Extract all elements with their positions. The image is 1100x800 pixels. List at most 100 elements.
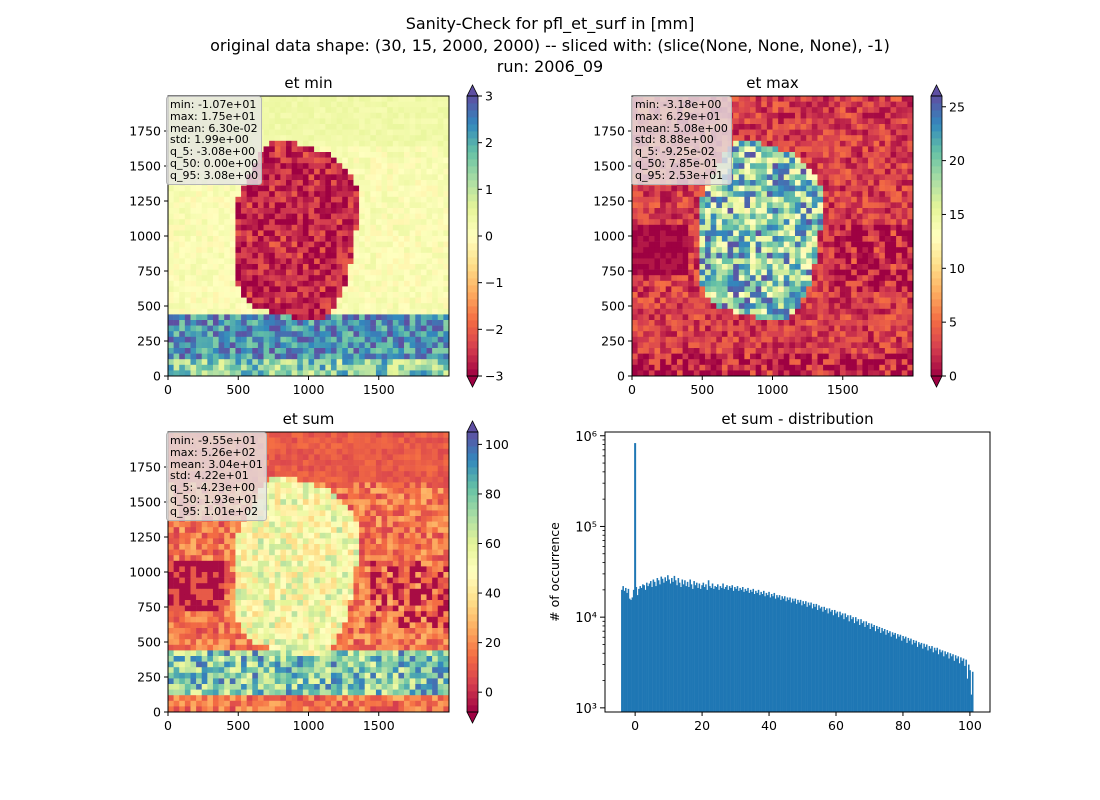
heatmap-cell [744, 152, 751, 158]
heatmap-cell [291, 252, 298, 259]
heatmap-cell [744, 303, 751, 310]
heatmap-cell [862, 342, 869, 349]
heatmap-cell [353, 124, 360, 130]
heatmap-cell [387, 219, 394, 226]
heatmap-cell [811, 292, 818, 298]
heatmap-cell [437, 303, 444, 310]
heatmap-cell [184, 331, 191, 338]
heatmap-cell [319, 135, 326, 142]
heatmap-cell [632, 202, 638, 209]
heatmap-cell [660, 314, 667, 321]
heatmap-cell [744, 297, 751, 304]
heatmap-cell [409, 247, 416, 254]
heatmap-cell [710, 336, 717, 343]
heatmap-cell [688, 336, 695, 343]
heatmap-cell [347, 124, 354, 130]
heatmap-cell [280, 213, 287, 220]
heatmap-cell [246, 252, 253, 259]
heatmap-cell [404, 303, 410, 310]
heatmap-cell [648, 208, 655, 214]
heatmap-cell [398, 180, 405, 186]
heatmap-cell [699, 202, 706, 209]
heatmap-cell [370, 129, 377, 136]
heatmap-cell [196, 348, 203, 354]
heatmap-cell [263, 230, 270, 237]
heatmap-cell [342, 275, 349, 282]
heatmap-cell [370, 163, 377, 170]
heatmap-cell [415, 331, 422, 338]
heatmap-cell [314, 370, 321, 377]
heatmap-cell [721, 370, 728, 377]
heatmap-cell [879, 325, 886, 332]
heatmap-cell [381, 292, 388, 298]
heatmap-cell [415, 297, 422, 304]
heatmap-cell [426, 269, 433, 276]
heatmap-cell [286, 152, 292, 158]
heatmap-cell [688, 252, 695, 259]
heatmap-cell [291, 342, 298, 349]
heatmap-cell [750, 208, 756, 214]
heatmap-cell [806, 348, 813, 354]
heatmap-cell [218, 286, 225, 293]
heatmap-cell [241, 320, 247, 326]
heatmap-cell [761, 219, 768, 226]
heatmap-cell [381, 208, 388, 214]
heatmap-cell [302, 370, 309, 377]
heatmap-cell [671, 185, 678, 192]
heatmap-cell [794, 112, 801, 119]
heatmap-cell [806, 124, 813, 130]
heatmap-cell [190, 247, 197, 254]
heatmap-cell [873, 174, 880, 181]
heatmap-cell [218, 320, 225, 326]
heatmap-cell [392, 196, 399, 203]
heatmap-cell [207, 219, 214, 226]
heatmap-cell [733, 213, 740, 220]
heatmap-cell [364, 112, 371, 119]
heatmap-cell [828, 146, 835, 153]
heatmap-cell [353, 292, 360, 298]
heatmap-cell [862, 96, 869, 102]
heatmap-cell [280, 264, 287, 270]
heatmap-cell [398, 325, 405, 332]
heatmap-cell [688, 196, 695, 203]
heatmap-cell [654, 224, 661, 231]
heatmap-cell [862, 303, 869, 310]
y-tick-label: 1250 [129, 194, 161, 209]
heatmap-cell [190, 202, 197, 209]
heatmap-cell [890, 163, 897, 170]
heatmap-cell [637, 320, 644, 326]
heatmap-cell [229, 258, 236, 265]
heatmap-cell [755, 342, 762, 349]
heatmap-cell [806, 353, 813, 360]
heatmap-cell [750, 336, 756, 343]
heatmap-cell [342, 202, 349, 209]
heatmap-cell [398, 140, 405, 147]
heatmap-cell [179, 236, 186, 242]
heatmap-cell [168, 280, 174, 287]
heatmap-cell [409, 336, 416, 343]
heatmap-cell [744, 140, 751, 147]
heatmap-cell [705, 196, 711, 203]
heatmap-cell [868, 308, 874, 315]
heatmap-cell [336, 364, 343, 371]
heatmap-cell [744, 359, 751, 366]
heatmap-cell [347, 286, 354, 293]
heatmap-cell [884, 297, 891, 304]
heatmap-cell [218, 247, 225, 254]
heatmap-cell [738, 297, 745, 304]
heatmap-cell [190, 320, 197, 326]
heatmap-cell [432, 348, 439, 354]
heatmap-cell [637, 342, 644, 349]
heatmap-cell [834, 342, 841, 349]
heatmap-cell [693, 185, 700, 192]
heatmap-cell [834, 224, 841, 231]
heatmap-cell [727, 224, 734, 231]
heatmap-cell [319, 101, 326, 108]
heatmap-cell [370, 101, 377, 108]
heatmap-cell [772, 196, 779, 203]
heatmap-cell [347, 152, 354, 158]
heatmap-cell [671, 331, 678, 338]
heatmap-cell [437, 180, 444, 186]
heatmap-cell [297, 331, 304, 338]
heatmap-cell [794, 135, 801, 142]
